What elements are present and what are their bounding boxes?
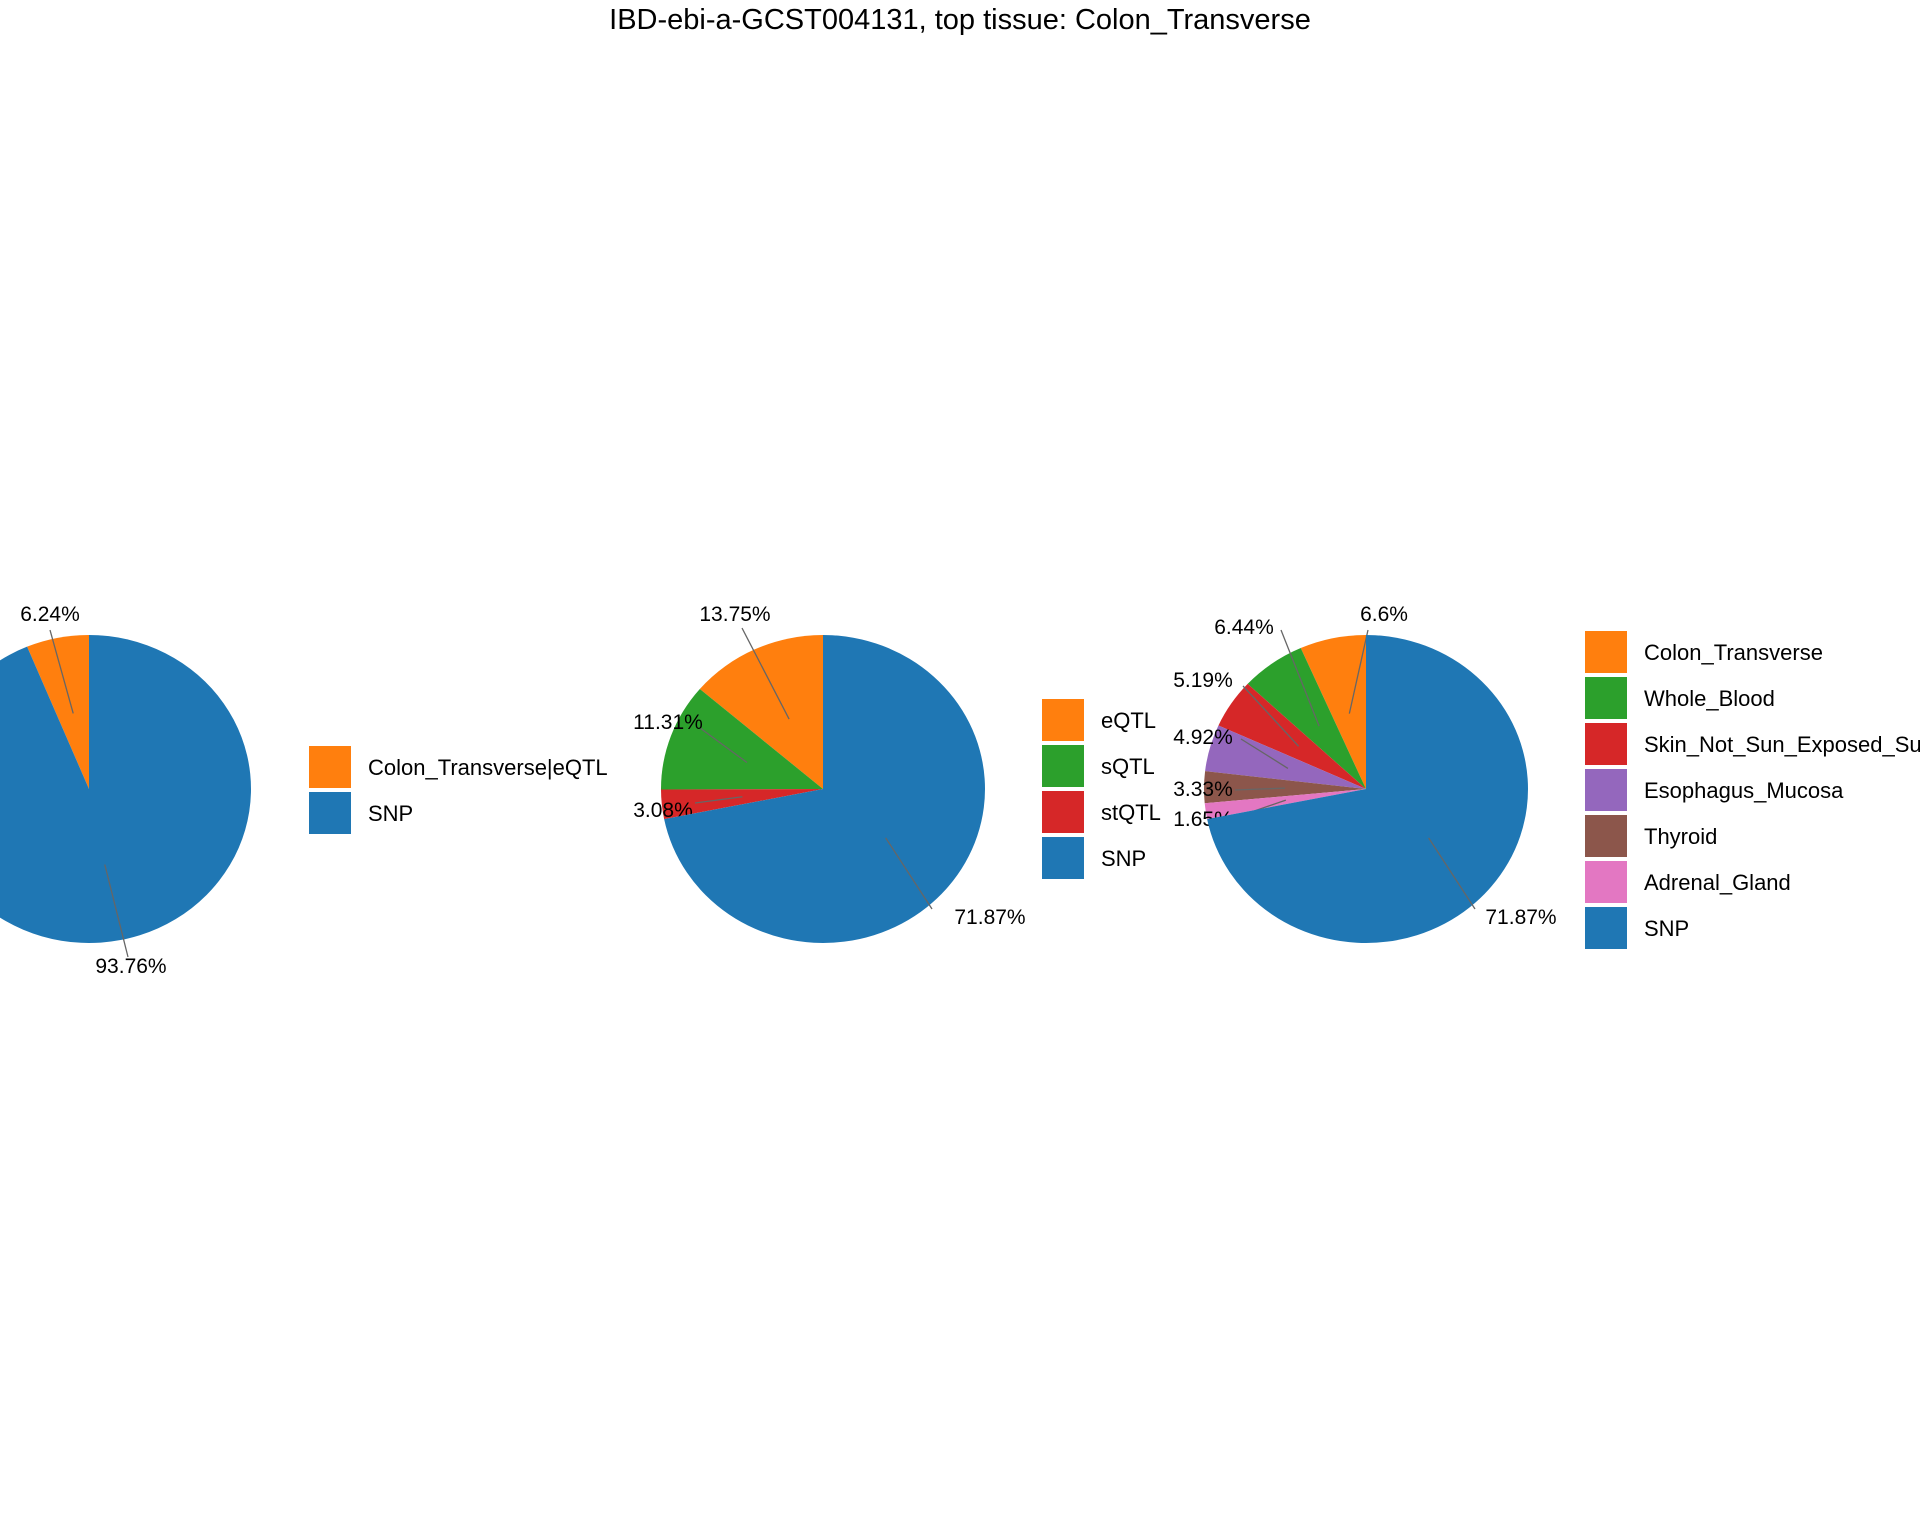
pie1-data-label: 6.24% <box>20 603 80 626</box>
pie3-slice-colon-transverse <box>1300 635 1366 789</box>
pie3-leader-line <box>1234 787 1286 791</box>
pie2-data-label: 11.31% <box>633 711 703 734</box>
pie3-legend-label: Esophagus_Mucosa <box>1644 778 1844 803</box>
pie2-slice-stqtl <box>661 789 823 820</box>
pie1-legend-label: SNP <box>368 801 413 826</box>
pie1-slice-snp <box>0 635 252 943</box>
pie2-legend-swatch <box>1042 837 1084 879</box>
pie3-data-label: 5.19% <box>1173 669 1233 692</box>
pie2-legend-swatch <box>1042 699 1084 741</box>
pie2-data-label: 3.08% <box>633 799 693 822</box>
pie3-data-label: 3.33% <box>1173 778 1233 801</box>
pie3-slice-adrenal-gland <box>1204 789 1366 820</box>
pie2-leader-line <box>699 727 748 764</box>
pie3-slice-skin-not-sun-exposed-suprapubic <box>1218 683 1366 789</box>
pie3-legend-label: Skin_Not_Sun_Exposed_Suprapubic <box>1644 732 1920 757</box>
pie3-data-label: 4.92% <box>1173 726 1233 749</box>
pie3-leader-line <box>1242 685 1300 747</box>
pie2-legend-label: stQTL <box>1101 800 1161 825</box>
pie3-data-label: 6.6% <box>1360 603 1408 626</box>
pie2-legend-label: SNP <box>1101 846 1146 871</box>
pie3-legend-label: Thyroid <box>1644 824 1717 849</box>
pie3-legend-swatch <box>1585 907 1627 949</box>
pie2-slice-sqtl <box>661 688 823 790</box>
pie3-leader-line <box>1280 629 1320 727</box>
pie1-legend-label: Colon_Transverse|eQTL <box>368 755 608 780</box>
pie2-slice-snp <box>664 635 985 944</box>
pie3-slice-thyroid <box>1204 771 1366 804</box>
pie3-leader-line <box>1348 629 1369 714</box>
pie1-slice-colon-transverse-eqtl <box>27 635 90 789</box>
pie2-legend-label: eQTL <box>1101 708 1156 733</box>
pie3-slice-whole-blood <box>1247 648 1366 789</box>
pie3-data-label: 71.87% <box>1485 906 1556 929</box>
pie3-slice-snp <box>1207 635 1528 944</box>
pie1-leader-line <box>49 629 74 714</box>
pie3-legend-label: Colon_Transverse <box>1644 640 1823 665</box>
pie2-data-label: 71.87% <box>954 906 1025 929</box>
pie2-legend-label: sQTL <box>1101 754 1155 779</box>
pie3-legend-label: Adrenal_Gland <box>1644 870 1791 895</box>
pie1-data-label: 93.76% <box>95 955 166 978</box>
pie3-legend-swatch <box>1585 677 1627 719</box>
pie3-leader-line <box>1240 738 1289 769</box>
pie3-legend-swatch <box>1585 723 1627 765</box>
pie2-leader-line <box>885 837 933 910</box>
pie3-legend-swatch <box>1585 815 1627 857</box>
pie2-leader-line <box>694 796 743 804</box>
pie3-legend-swatch <box>1585 769 1627 811</box>
pie3-legend-label: SNP <box>1644 916 1689 941</box>
pie2-leader-line <box>741 627 790 720</box>
pie2-legend-swatch <box>1042 745 1084 787</box>
pie2-legend-swatch <box>1042 791 1084 833</box>
pie1-legend-swatch <box>309 792 351 834</box>
pie3-legend-swatch <box>1585 861 1627 903</box>
pie1-legend-swatch <box>309 746 351 788</box>
chart-title: IBD-ebi-a-GCST004131, top tissue: Colon_… <box>609 4 1311 36</box>
pie3-data-label: 6.44% <box>1214 616 1274 639</box>
pie2-slice-eqtl <box>699 635 823 789</box>
pie2-data-label: 13.75% <box>699 603 770 626</box>
pie3-legend-swatch <box>1585 631 1627 673</box>
pie3-legend-label: Whole_Blood <box>1644 686 1775 711</box>
pie3-leader-line <box>1428 837 1476 910</box>
pie1-leader-line <box>104 864 129 958</box>
